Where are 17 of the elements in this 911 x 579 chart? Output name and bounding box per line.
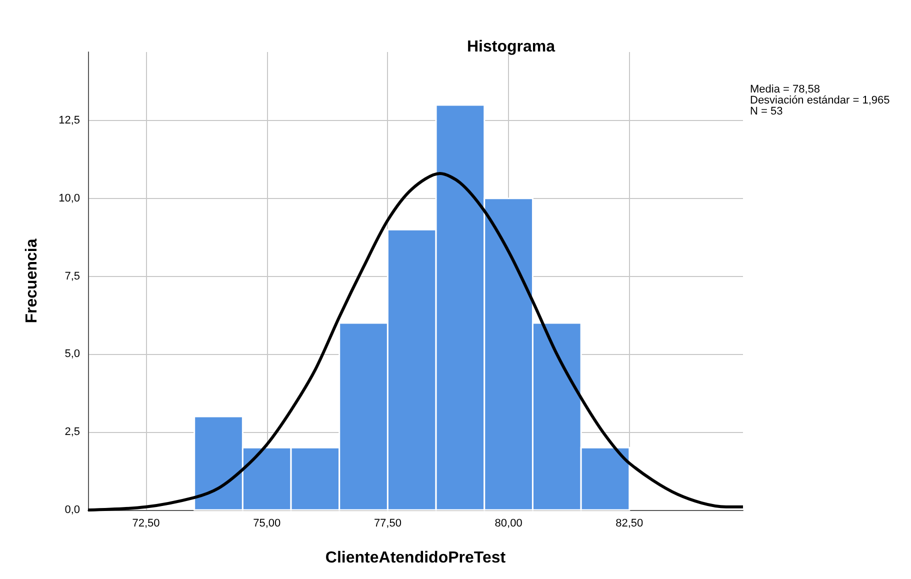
y-axis-title: Frecuencia <box>24 238 40 324</box>
text: Media = 78,58 <box>750 84 820 96</box>
x-tick-label: 80,00 <box>494 518 522 530</box>
y-tick-label: 10,0 <box>58 192 80 204</box>
y-tick-label: 5,0 <box>64 348 80 360</box>
x-axis-title: ClienteAtendidoPreTest <box>325 550 506 566</box>
y-tick-label: 0,0 <box>64 504 80 516</box>
text: N = 53 <box>750 106 783 118</box>
y-tick-label: 12,5 <box>58 114 80 127</box>
y-tick-label: 2,5 <box>64 426 80 438</box>
x-tick-label: 72,50 <box>132 518 160 530</box>
x-tick-label: 75,00 <box>253 518 281 530</box>
x-tick-label: 77,50 <box>374 518 402 530</box>
x-tick-label: 82,50 <box>616 518 644 530</box>
chart-title: Histograma <box>466 38 556 56</box>
text: Desviación estándar = 1,965 <box>750 94 890 106</box>
y-tick-label: 7,5 <box>64 270 80 282</box>
